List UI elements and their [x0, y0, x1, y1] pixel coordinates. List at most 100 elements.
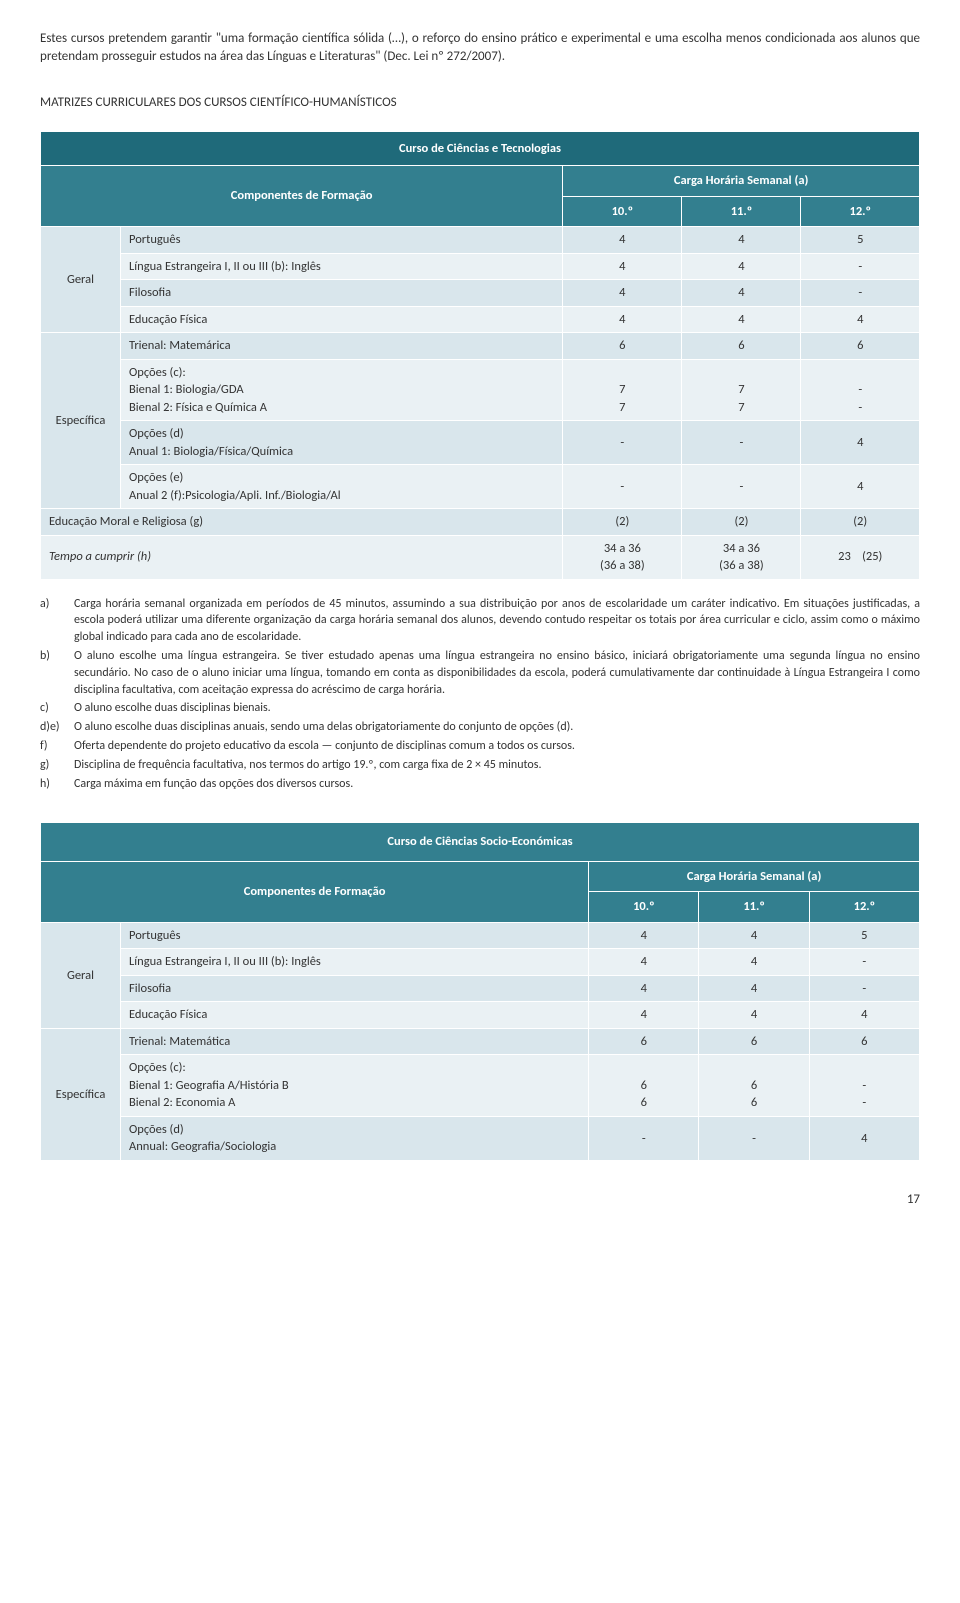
value-cell: - — [801, 280, 920, 307]
table-row: Específica Trienal: Matemárica 6 6 6 — [41, 333, 920, 360]
value-cell: - - — [801, 359, 920, 421]
year-11: 11.º — [699, 892, 809, 923]
value-cell: 4 — [589, 1002, 699, 1029]
discipline-cell: Língua Estrangeira I, II ou III (b): Ing… — [121, 253, 563, 280]
note-row: a)Carga horária semanal organizada em pe… — [40, 596, 920, 646]
note-key: h) — [40, 776, 74, 793]
value-cell: - — [682, 421, 801, 465]
discipline-cell: Opções (c): Bienal 1: Biologia/GDA Biena… — [121, 359, 563, 421]
discipline-cell: Trienal: Matemárica — [121, 333, 563, 360]
note-key: f) — [40, 738, 74, 755]
value-cell: 6 — [589, 1028, 699, 1055]
geral-label-2: Geral — [41, 922, 121, 1028]
value-cell: 6 — [563, 333, 682, 360]
value-cell: 4 — [563, 253, 682, 280]
note-key: a) — [40, 596, 74, 646]
discipline-cell: Educação Física — [121, 306, 563, 333]
note-text: O aluno escolhe duas disciplinas anuais,… — [74, 719, 920, 736]
note-key: d)e) — [40, 719, 74, 736]
value-cell: 34 a 36 (36 a 38) — [563, 535, 682, 579]
value-cell: 6 6 — [699, 1055, 809, 1117]
table-row: Língua Estrangeira I, II ou III (b): Ing… — [41, 949, 920, 976]
value-cell: 6 — [809, 1028, 919, 1055]
table-socio-economicas: Curso de Ciências Socio-Económicas Compo… — [40, 822, 920, 1161]
workload-header-2: Carga Horária Semanal (a) — [589, 861, 920, 892]
table-row: Opções (d) Annual: Geografia/Sociologia … — [41, 1116, 920, 1160]
discipline-cell: Filosofia — [121, 975, 589, 1002]
note-text: Carga horária semanal organizada em perí… — [74, 596, 920, 646]
value-cell: - — [699, 1116, 809, 1160]
value-cell: - - — [809, 1055, 919, 1117]
table-row: Opções (c): Bienal 1: Biologia/GDA Biena… — [41, 359, 920, 421]
value-cell: 4 — [699, 975, 809, 1002]
table-ciencias-tecnologias: Curso de Ciências e Tecnologias Componen… — [40, 131, 920, 580]
value-cell: - — [801, 253, 920, 280]
discipline-cell: Opções (d) Anual 1: Biologia/Física/Quím… — [121, 421, 563, 465]
discipline-cell: Português — [121, 922, 589, 949]
workload-header: Carga Horária Semanal (a) — [563, 166, 920, 197]
value-cell: - — [563, 421, 682, 465]
value-cell: 4 — [801, 465, 920, 509]
table-row: Opções (d) Anual 1: Biologia/Física/Quím… — [41, 421, 920, 465]
value-cell: 4 — [589, 975, 699, 1002]
value-cell: 34 a 36 (36 a 38) — [682, 535, 801, 579]
discipline-cell: Trienal: Matemática — [121, 1028, 589, 1055]
value-cell: 4 — [801, 306, 920, 333]
note-text: Oferta dependente do projeto educativo d… — [74, 738, 920, 755]
tempo-label: Tempo a cumprir (h) — [41, 535, 563, 579]
table-row: Opções (e) Anual 2 (f):Psicologia/Apli. … — [41, 465, 920, 509]
note-row: f)Oferta dependente do projeto educativo… — [40, 738, 920, 755]
discipline-cell: Filosofia — [121, 280, 563, 307]
section-title: MATRIZES CURRICULARES DOS CURSOS CIENTÍF… — [40, 94, 920, 112]
discipline-cell: Língua Estrangeira I, II ou III (b): Ing… — [121, 949, 589, 976]
year-10: 10.º — [589, 892, 699, 923]
value-cell: 6 — [801, 333, 920, 360]
value-cell: - — [563, 465, 682, 509]
note-text: O aluno escolhe uma língua estrangeira. … — [74, 648, 920, 698]
value-cell: (2) — [801, 509, 920, 536]
value-cell: 4 — [563, 306, 682, 333]
value-cell: 5 — [809, 922, 919, 949]
table-row: Educação Moral e Religiosa (g) (2) (2) (… — [41, 509, 920, 536]
intro-paragraph: Estes cursos pretendem garantir "uma for… — [40, 30, 920, 66]
note-text: Disciplina de frequência facultativa, no… — [74, 757, 920, 774]
year-10: 10.º — [563, 196, 682, 227]
especifica-label: Específica — [41, 333, 121, 509]
year-11: 11.º — [682, 196, 801, 227]
value-cell: 7 7 — [682, 359, 801, 421]
moral-row: Educação Moral e Religiosa (g) — [41, 509, 563, 536]
table-row: Filosofia 4 4 - — [41, 975, 920, 1002]
value-cell: 6 — [682, 333, 801, 360]
note-row: d)e)O aluno escolhe duas disciplinas anu… — [40, 719, 920, 736]
year-12: 12.º — [809, 892, 919, 923]
value-cell: 4 — [809, 1002, 919, 1029]
note-row: c)O aluno escolhe duas disciplinas biena… — [40, 700, 920, 717]
value-cell: 23 (25) — [801, 535, 920, 579]
geral-label: Geral — [41, 227, 121, 333]
value-cell: 5 — [801, 227, 920, 254]
value-cell: - — [809, 949, 919, 976]
value-cell: 4 — [682, 306, 801, 333]
table-row: Educação Física 4 4 4 — [41, 306, 920, 333]
especifica-label-2: Específica — [41, 1028, 121, 1160]
course-title-1: Curso de Ciências e Tecnologias — [41, 131, 920, 166]
value-cell: (2) — [682, 509, 801, 536]
table-row: Específica Trienal: Matemática 6 6 6 — [41, 1028, 920, 1055]
value-cell: 4 — [682, 280, 801, 307]
course-title-2: Curso de Ciências Socio-Económicas — [41, 823, 920, 862]
value-cell: 6 — [699, 1028, 809, 1055]
value-cell: 4 — [589, 922, 699, 949]
value-cell: 4 — [699, 922, 809, 949]
value-cell: (2) — [563, 509, 682, 536]
note-row: h)Carga máxima em função das opções dos … — [40, 776, 920, 793]
note-key: b) — [40, 648, 74, 698]
note-key: c) — [40, 700, 74, 717]
value-cell: 4 — [801, 421, 920, 465]
value-cell: 4 — [699, 1002, 809, 1029]
value-cell: - — [809, 975, 919, 1002]
value-cell: 4 — [563, 280, 682, 307]
value-cell: 4 — [682, 227, 801, 254]
notes-block: a)Carga horária semanal organizada em pe… — [40, 596, 920, 793]
year-12: 12.º — [801, 196, 920, 227]
table-row: Educação Física 4 4 4 — [41, 1002, 920, 1029]
